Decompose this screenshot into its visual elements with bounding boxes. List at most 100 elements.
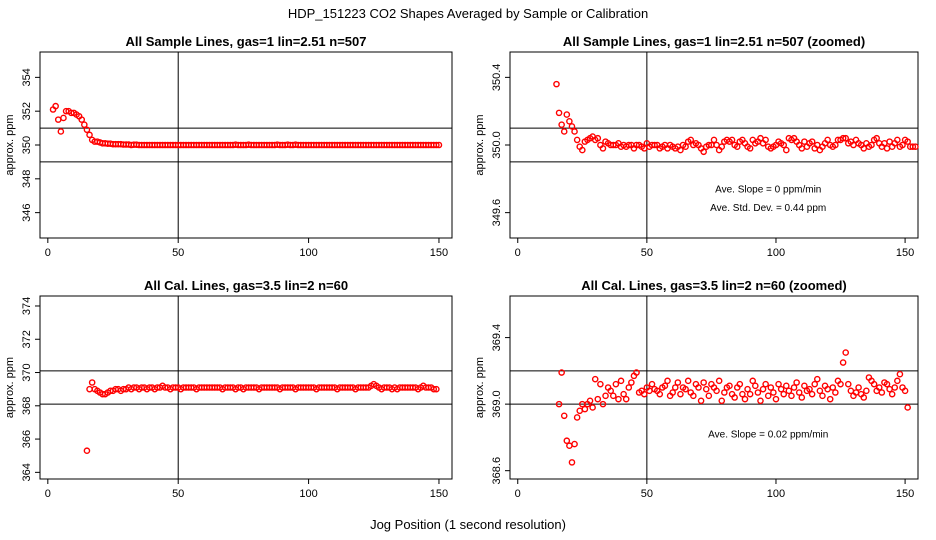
data-point (700, 379, 707, 386)
data-point (579, 146, 586, 154)
y-tick-label: 350.4 (491, 64, 503, 92)
data-point (560, 412, 568, 420)
data-point (715, 377, 723, 385)
data-point (912, 143, 919, 150)
data-point (860, 394, 868, 401)
x-tick-label: 0 (45, 247, 51, 259)
data-point (863, 387, 870, 395)
data-point (433, 141, 440, 149)
y-tick-label: 368 (21, 397, 33, 415)
data-point (684, 377, 692, 385)
data-point (563, 111, 571, 118)
y-tick-label: 349.6 (491, 199, 503, 227)
panel-title: All Cal. Lines, gas=3.5 lin=2 n=60 (zoom… (581, 278, 847, 293)
plot-frame (509, 295, 919, 480)
x-tick-label: 150 (896, 488, 914, 500)
data-point (777, 385, 785, 393)
data-point (713, 387, 720, 395)
x-tick-label: 100 (767, 488, 785, 500)
x-axis: 0 50 100 150 (45, 479, 448, 500)
annotation-text: Ave. Slope = 0.02 ppm/min (708, 429, 828, 440)
y-tick-label: 354 (21, 68, 33, 86)
data-point (842, 349, 849, 356)
data-point (842, 134, 849, 142)
data-point (710, 136, 718, 144)
data-point (875, 384, 883, 391)
data-point (433, 385, 440, 393)
data-point (764, 392, 772, 400)
data-point (832, 389, 839, 396)
data-point (894, 136, 901, 144)
y-tick-label: 352 (21, 102, 33, 120)
y-axis-label: approx. ppm (4, 114, 16, 175)
y-axis: 368.6 369.0 369.4 (491, 324, 510, 484)
data-point (78, 116, 86, 123)
data-point (713, 141, 720, 149)
data-point (839, 359, 847, 366)
data-point (746, 145, 754, 152)
data-point (731, 394, 738, 401)
data-point (772, 395, 780, 403)
data-point (682, 385, 689, 393)
data-point (757, 397, 764, 405)
data-point (599, 400, 607, 408)
data-point (628, 379, 635, 386)
data-point (553, 80, 560, 88)
data-point (844, 380, 852, 388)
x-tick-label: 150 (430, 488, 448, 500)
data-point (718, 397, 726, 405)
data-point (573, 414, 581, 421)
data-point (566, 118, 573, 125)
data-point (568, 459, 576, 466)
data-point (780, 390, 788, 398)
data-point (894, 377, 901, 385)
data-point (690, 392, 697, 400)
y-tick-label: 350 (21, 136, 33, 154)
data-point (752, 382, 759, 390)
data-point (829, 384, 837, 391)
data-point (896, 370, 904, 378)
data-point (563, 437, 571, 445)
y-tick-label: 366 (21, 430, 33, 448)
data-point (576, 407, 584, 415)
x-tick-label: 50 (641, 488, 653, 500)
data-point (609, 392, 617, 400)
data-point (620, 390, 627, 398)
data-point (749, 377, 757, 385)
data-point (718, 143, 726, 150)
y-axis-label: approx. ppm (4, 357, 16, 418)
data-point (81, 121, 88, 129)
data-point (726, 382, 733, 390)
data-point (586, 397, 594, 405)
data-point (788, 392, 795, 400)
panel-title: All Sample Lines, gas=1 lin=2.51 n=507 (126, 34, 367, 49)
data-point (599, 145, 607, 152)
data-point (899, 141, 906, 149)
data-points (83, 379, 440, 455)
data-point (702, 385, 710, 393)
data-point (573, 136, 581, 144)
data-point (888, 390, 896, 398)
data-point (746, 390, 754, 398)
data-point (870, 380, 878, 388)
x-tick-label: 50 (641, 247, 653, 259)
data-point (687, 136, 695, 144)
data-point (656, 390, 664, 398)
data-point (909, 143, 917, 150)
data-point (571, 440, 578, 448)
data-point (617, 377, 625, 385)
data-point (86, 385, 93, 393)
data-point (904, 138, 911, 145)
data-point (661, 382, 669, 390)
data-point (633, 369, 640, 376)
data-point (54, 116, 62, 123)
data-points (555, 349, 911, 466)
y-tick-label: 374 (21, 297, 33, 315)
data-point (775, 380, 782, 388)
data-point (622, 395, 630, 403)
y-tick-label: 370 (21, 363, 33, 381)
page-title: HDP_151223 CO2 Shapes Averaged by Sample… (287, 6, 649, 21)
data-point (728, 136, 736, 144)
data-point (721, 389, 728, 396)
data-point (883, 380, 891, 388)
